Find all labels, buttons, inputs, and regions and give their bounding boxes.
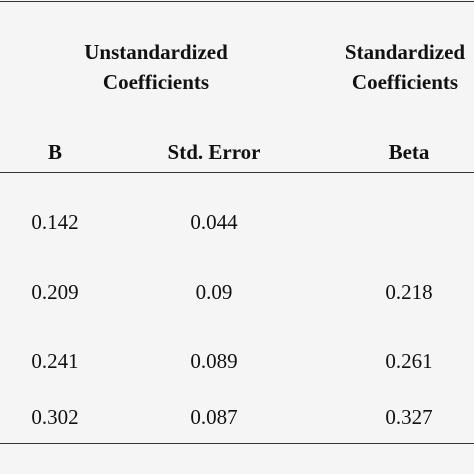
cell: 0.261 — [385, 349, 433, 373]
column-header: Beta — [388, 140, 430, 164]
bottom-rule — [0, 443, 474, 444]
column-header: B — [47, 140, 63, 164]
cell: 0.044 — [190, 210, 238, 234]
cell: 0.142 — [31, 210, 79, 234]
cell: 0.087 — [190, 405, 238, 429]
cell: 0.09 — [195, 280, 233, 304]
cell: 0.302 — [31, 405, 79, 429]
header-rule — [0, 172, 474, 173]
group-header: Standardized Coefficients — [344, 40, 466, 94]
cell: 0.209 — [31, 280, 79, 304]
cell: 0.089 — [190, 349, 238, 373]
cell: 0.241 — [31, 349, 79, 373]
top-rule — [0, 1, 474, 2]
column-header: Std. Error — [167, 140, 261, 164]
cell: 0.327 — [385, 405, 433, 429]
group-header: Unstandardized Coefficients — [84, 40, 228, 94]
cell: 0.218 — [385, 280, 433, 304]
